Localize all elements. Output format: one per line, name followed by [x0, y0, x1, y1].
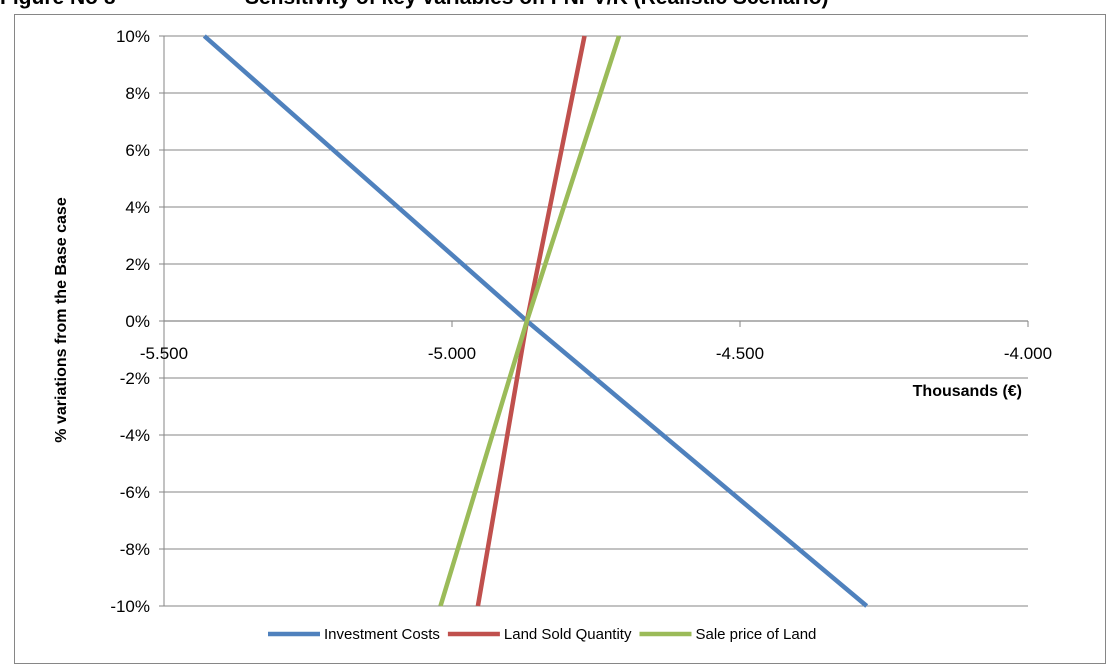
x-axis-label: Thousands (€)	[913, 383, 1022, 400]
y-axis: -10% -8% -6% -4% -2% 0% 2% 4% 6% 8% 10%	[110, 27, 165, 616]
y-tick-label: 2%	[125, 255, 150, 274]
y-tick-label: 8%	[125, 84, 150, 103]
legend-label: Investment Costs	[324, 626, 440, 643]
y-tick-label: 4%	[125, 198, 150, 217]
y-tick-label: -8%	[120, 540, 150, 559]
legend: Investment Costs Land Sold Quantity Sale p…	[268, 626, 816, 643]
legend-label: Sale price of Land	[695, 626, 816, 643]
y-tick-label: 6%	[125, 141, 150, 160]
x-tick-label: -5.000	[428, 344, 476, 363]
y-axis-label: % variations from the Base case	[53, 197, 70, 443]
figure-label: Figure No 8	[0, 0, 116, 10]
y-tick-label: -4%	[120, 426, 150, 445]
x-tick-label: -4.000	[1004, 344, 1052, 363]
chart-frame	[14, 14, 1106, 664]
y-tick-label: -10%	[110, 597, 150, 616]
chart-title: Sensitivity of key variables on FNPV/K (…	[245, 0, 829, 10]
legend-item-land-sold-quantity: Land Sold Quantity	[447, 626, 632, 643]
chart-title-row: Figure No 8 Sensitivity of key variables…	[0, 0, 1115, 12]
x-tick-label: -4.500	[716, 344, 764, 363]
y-tick-label: -6%	[120, 483, 150, 502]
legend-item-investment-costs: Investment Costs	[268, 626, 440, 643]
legend-item-sale-price-of-land: Sale price of Land	[639, 626, 816, 643]
series-line-sale-price-of-land	[438, 35, 622, 607]
x-tick-label: -5.500	[140, 344, 188, 363]
gridlines	[164, 35, 1028, 607]
series-lines	[202, 34, 869, 608]
x-axis: -5.500 -5.000 -4.500 -4.000	[140, 320, 1052, 363]
y-tick-label: 0%	[125, 312, 150, 331]
y-tick-label: -2%	[120, 369, 150, 388]
y-tick-label: 10%	[116, 27, 150, 46]
legend-label: Land Sold Quantity	[504, 626, 632, 643]
